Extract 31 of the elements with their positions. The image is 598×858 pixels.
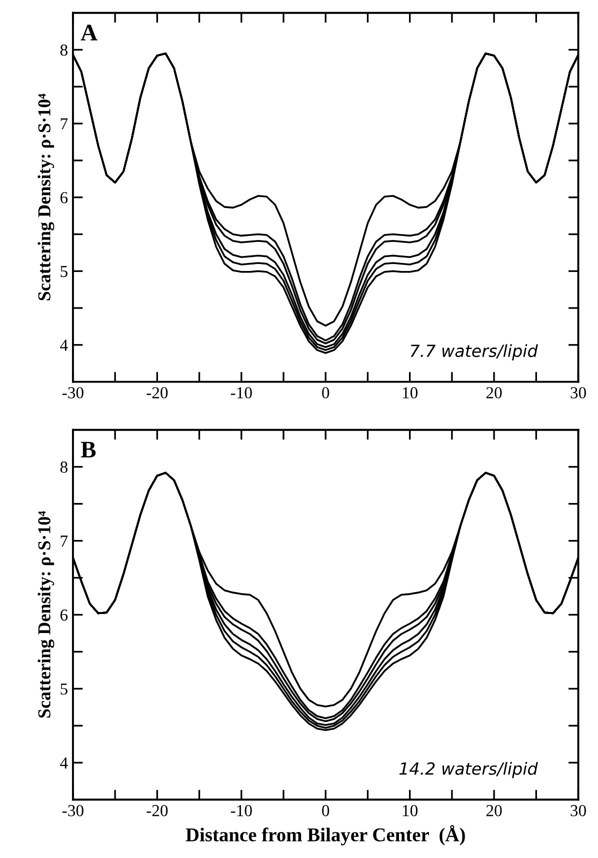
x-tick-label: -10	[230, 805, 252, 816]
x-tick-label: 0	[322, 387, 330, 398]
chart-title: A	[80, 24, 98, 40]
x-tick-label: -30	[62, 805, 84, 816]
y-tick-label: 7	[60, 118, 68, 130]
x-tick-label: -20	[146, 805, 168, 816]
x-tick-label: 30	[570, 805, 586, 816]
y-tick-label: 5	[60, 266, 68, 278]
y-tick-label: 8	[60, 462, 68, 473]
x-tick-label: 10	[402, 805, 418, 816]
y-tick-label: 8	[60, 44, 68, 56]
y-tick-label: 5	[60, 684, 68, 695]
y-axis-title: Scattering Density: ρ·S·10⁴	[38, 94, 54, 300]
x-tick-label: 20	[486, 387, 502, 398]
x-tick-label: 10	[402, 387, 418, 398]
y-tick-label: 4	[60, 757, 68, 768]
chart-title: B	[80, 442, 96, 458]
annotation: 7.7 waters/lipid	[410, 344, 538, 360]
x-tick-label: 0	[322, 805, 330, 816]
x-axis-title: Distance from Bilayer Center (Å)	[186, 825, 465, 846]
x-tick-label: 30	[570, 387, 586, 398]
x-tick-label: -20	[146, 387, 168, 398]
y-axis-title: Scattering Density: ρ·S·10⁴	[38, 511, 54, 718]
x-tick-label: -30	[62, 387, 84, 398]
y-tick-label: 6	[60, 192, 68, 204]
x-tick-label: -10	[230, 387, 252, 398]
y-tick-label: 6	[60, 610, 68, 621]
annotation: 14.2 waters/lipid	[399, 762, 538, 778]
y-tick-label: 4	[60, 340, 68, 351]
x-tick-label: 20	[486, 805, 502, 816]
y-tick-label: 7	[60, 536, 68, 547]
